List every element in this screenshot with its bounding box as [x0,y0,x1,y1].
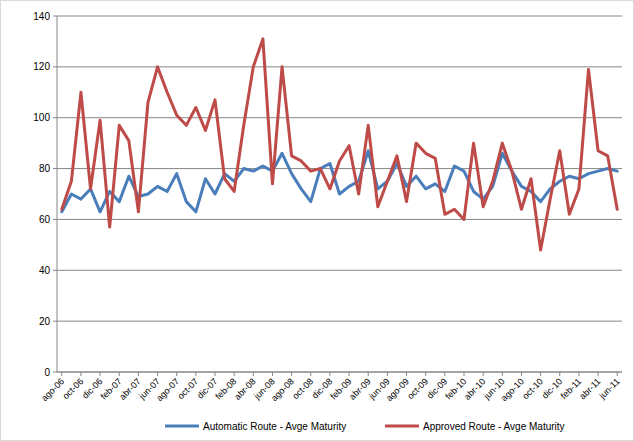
x-tick-label: oct-10 [520,376,545,401]
legend-label: Approved Route - Avge Maturity [423,421,565,432]
y-tick-label: 40 [39,265,51,276]
x-tick [483,372,484,376]
legend-swatch [385,425,419,428]
y-tick [53,117,57,118]
x-tick [425,372,426,376]
x-tick [138,372,139,376]
y-tick-label: 80 [39,163,51,174]
y-tick [53,372,57,373]
y-tick [53,168,57,169]
grid-line [57,270,622,271]
x-tick [578,372,579,376]
x-tick-label: ago-07 [154,376,181,403]
chart: 020406080100120140ago-06oct-06dic-06feb-… [0,0,634,441]
x-tick [559,372,560,376]
y-tick-label: 100 [33,112,50,123]
y-tick [53,321,57,322]
x-tick-label: jun-11 [597,376,622,401]
x-tick [329,372,330,376]
x-tick [463,372,464,376]
x-tick [80,372,81,376]
x-tick [176,372,177,376]
x-tick-label: oct-06 [61,376,86,401]
x-tick [253,372,254,376]
x-tick [617,372,618,376]
x-tick [406,372,407,376]
x-tick [444,372,445,376]
x-tick-label: oct-08 [290,376,315,401]
grid-line [57,321,622,322]
y-tick-label: 120 [33,61,50,72]
x-tick-label: abr-10 [462,376,487,401]
x-tick [61,372,62,376]
y-tick-label: 0 [44,367,50,378]
x-tick [598,372,599,376]
x-tick-label: ago-08 [269,376,296,403]
series-line [62,39,617,250]
y-tick [53,270,57,271]
x-axis [57,372,622,373]
y-tick-label: 140 [33,11,50,22]
y-tick [53,66,57,67]
x-tick [215,372,216,376]
grid-line [57,117,622,118]
plot-area [62,39,617,250]
x-tick [540,372,541,376]
x-tick [349,372,350,376]
x-tick [310,372,311,376]
y-axis [57,16,58,372]
y-tick [53,219,57,220]
y-tick-label: 60 [39,214,51,225]
x-tick-label: oct-07 [176,376,201,401]
y-tick-label: 20 [39,316,51,327]
x-tick [100,372,101,376]
grid-line [57,16,622,17]
x-tick-label: ago-06 [39,376,66,403]
x-tick [157,372,158,376]
legend-label: Automatic Route - Avge Maturity [203,421,346,432]
x-tick [368,372,369,376]
grid-line [57,66,622,67]
grid-line [57,372,622,373]
x-tick [119,372,120,376]
x-tick-label: ago-09 [384,376,411,403]
x-tick-label: oct-09 [405,376,430,401]
x-tick [291,372,292,376]
x-tick [234,372,235,376]
x-tick [502,372,503,376]
y-tick [53,16,57,17]
x-tick-label: abr-11 [577,376,602,401]
x-tick-label: abr-08 [232,376,257,401]
x-tick-label: ago-10 [499,376,526,403]
x-tick [521,372,522,376]
x-tick-label: abr-09 [347,376,372,401]
x-tick [195,372,196,376]
chart-frame [1,1,634,441]
x-tick [272,372,273,376]
legend-swatch [165,425,199,428]
x-tick [387,372,388,376]
x-tick-label: abr-07 [117,376,142,401]
